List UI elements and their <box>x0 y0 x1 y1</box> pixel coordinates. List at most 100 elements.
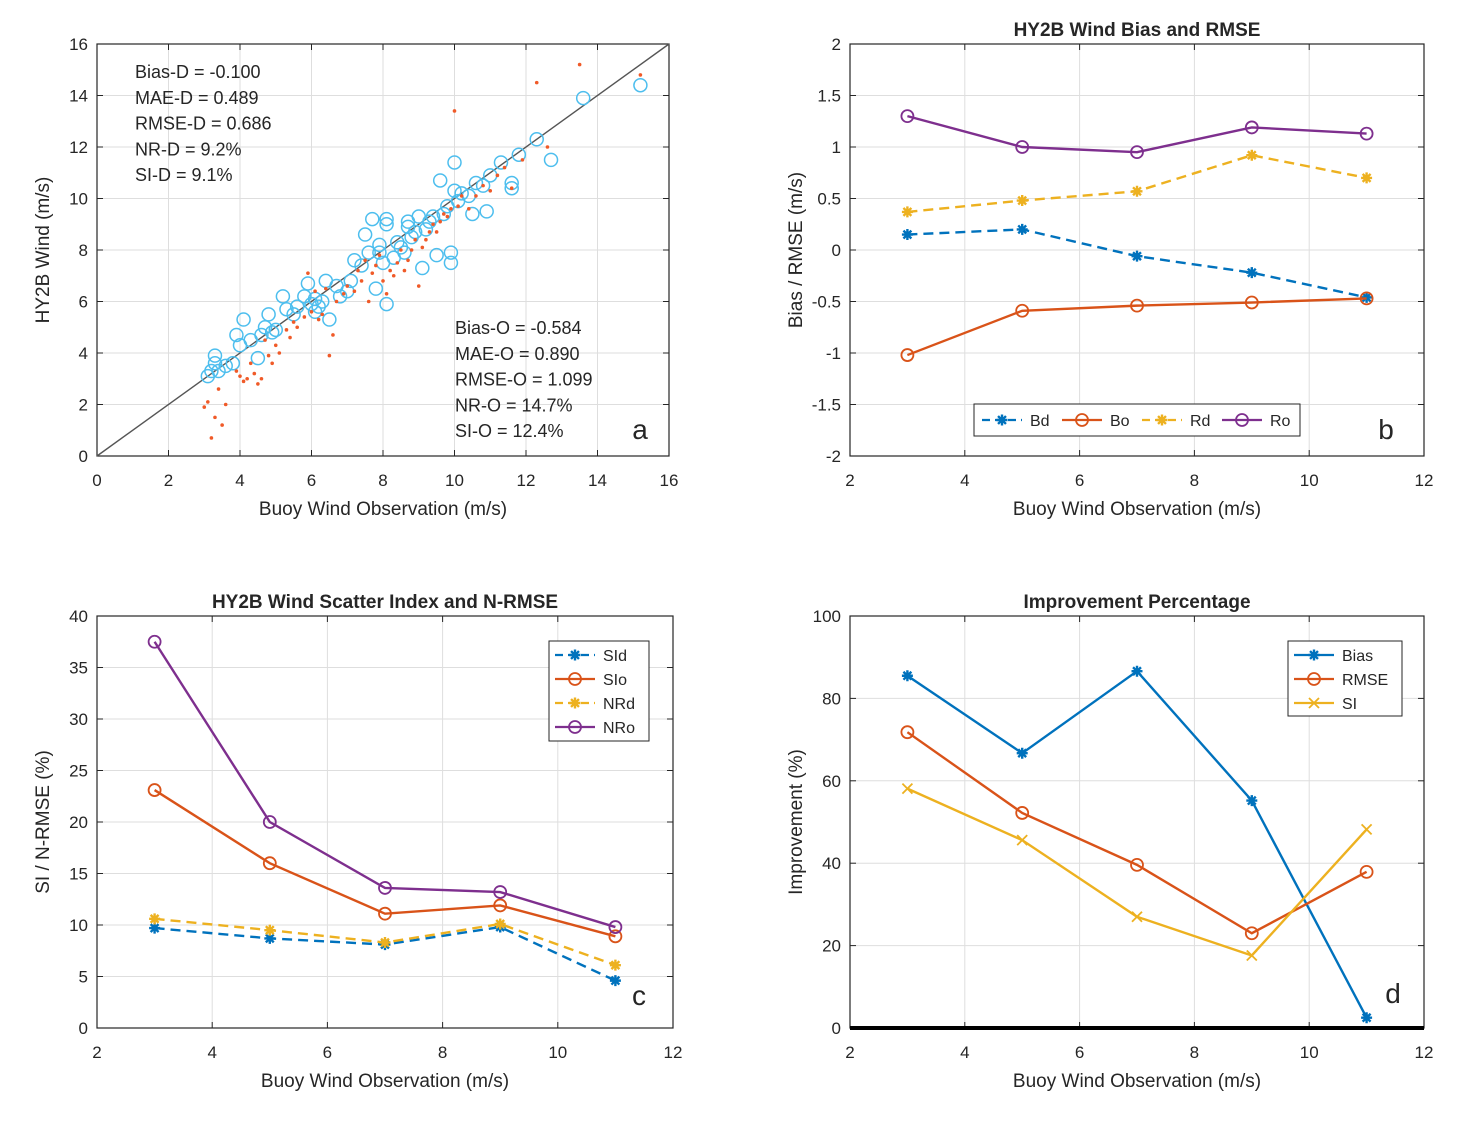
scatter-point <box>332 289 348 304</box>
legend-marker <box>1308 697 1320 709</box>
scatter-point <box>434 230 439 234</box>
scatter-point <box>204 363 219 379</box>
x-tick-label: 2 <box>845 1043 854 1062</box>
scatter-point <box>474 194 478 198</box>
scatter-point <box>366 299 371 304</box>
stat-annotation: SI-O = 12.4% <box>455 421 564 441</box>
y-tick-label: 16 <box>69 35 88 54</box>
stat-annotation: NR-O = 14.7% <box>455 395 573 415</box>
scatter-point <box>467 207 471 211</box>
legend-label: SIo <box>603 672 627 689</box>
panel-b: 2 4 6 8 10 12 -2 -1.5 -1 -0.5 0 0.5 1 1.5 2 Buoy Wind O… <box>786 20 1433 520</box>
scatter-point <box>452 109 457 113</box>
scatter-point <box>447 183 462 199</box>
scatter-point <box>397 245 412 260</box>
scatter-point <box>436 206 452 222</box>
scatter-point <box>504 180 519 196</box>
scatter-point <box>322 312 337 327</box>
data-point <box>1359 291 1374 306</box>
stat-annotation: MAE-O = 0.890 <box>455 344 580 364</box>
legend-label: Ro <box>1270 413 1291 430</box>
data-point <box>901 206 913 218</box>
data-point <box>1016 747 1028 759</box>
data-point <box>379 937 391 949</box>
data-point <box>608 929 623 944</box>
data-point <box>900 109 915 123</box>
legend-item: NRd <box>555 696 635 713</box>
y-tick-label: 5 <box>79 968 88 987</box>
scatter-point <box>418 222 434 237</box>
data-point <box>147 634 162 649</box>
y-tick-label: 0 <box>79 447 88 466</box>
legend-marker <box>1307 672 1321 686</box>
scatter-point <box>254 327 269 343</box>
scatter-point <box>273 343 278 348</box>
legend-item: Ro <box>1222 413 1291 430</box>
y-axis-label: HY2B Wind (m/s) <box>33 177 54 324</box>
data-point <box>1246 267 1258 279</box>
scatter-point <box>236 312 251 327</box>
scatter-point <box>225 356 241 371</box>
y-tick-label: 0 <box>79 1019 88 1038</box>
x-tick-label: 8 <box>378 471 387 490</box>
series-line <box>153 789 616 938</box>
scatter-point <box>361 245 376 260</box>
scatter-point <box>402 268 407 273</box>
legend-marker <box>569 697 581 709</box>
x-tick-label: 6 <box>1075 471 1084 490</box>
y-tick-label: 2 <box>79 396 88 415</box>
y-tick-label: -1 <box>826 344 841 363</box>
y-axis-label: Improvement (%) <box>786 749 807 895</box>
y-tick-label: 100 <box>813 607 841 626</box>
data-point <box>901 782 914 795</box>
legend-label: Bd <box>1030 413 1050 430</box>
scatter-point <box>327 353 332 358</box>
data-point <box>1016 834 1028 846</box>
legend-label: SId <box>603 648 627 665</box>
panel-letter: d <box>1385 978 1401 1009</box>
scatter-point <box>209 436 214 440</box>
series-line <box>906 297 1367 357</box>
legend-item: Bd <box>982 413 1050 430</box>
scatter-point <box>379 211 394 227</box>
legend-marker <box>569 649 581 661</box>
legend-label: NRd <box>603 696 635 713</box>
scatter-point <box>495 173 500 178</box>
scatter-point <box>511 147 527 162</box>
y-tick-label: 6 <box>79 293 88 312</box>
scatter-point <box>306 271 310 275</box>
scatter-point <box>250 350 266 366</box>
y-tick-label: 1 <box>832 138 841 157</box>
data-point <box>608 920 623 934</box>
data-point <box>1131 665 1143 677</box>
scatter-point <box>220 423 224 427</box>
scatter-point <box>309 310 314 314</box>
stat-annotation: RMSE-O = 1.099 <box>455 370 593 390</box>
scatter-point <box>443 245 459 260</box>
data-point <box>1359 864 1374 879</box>
stat-annotation: RMSE-D = 0.686 <box>135 114 272 134</box>
scatter-point <box>206 400 210 404</box>
x-tick-label: 4 <box>235 471 244 490</box>
scatter-point <box>357 227 373 242</box>
scatter-point <box>633 77 648 93</box>
data-point <box>901 670 913 682</box>
scatter-point <box>359 279 364 283</box>
series-bias <box>901 665 1373 1024</box>
stat-annotation: MAE-D = 0.489 <box>135 88 259 108</box>
scatter-point <box>381 279 385 283</box>
scatter-series-hy2b-o <box>202 62 643 440</box>
panel-d: 2 4 6 8 10 12 0 20 40 60 80 100 Buoy Wind Observatio… <box>786 592 1433 1092</box>
data-point <box>1130 298 1144 313</box>
legend-marker <box>1156 414 1168 426</box>
y-tick-label: 4 <box>79 344 88 363</box>
scatter-point <box>370 271 375 275</box>
scatter-point <box>520 158 525 162</box>
scatter-point <box>259 376 264 381</box>
x-tick-label: 6 <box>1075 1043 1084 1062</box>
data-point <box>262 856 277 871</box>
legend-marker <box>568 720 582 734</box>
data-point <box>1244 120 1259 135</box>
x-tick-label: 8 <box>1190 1043 1199 1062</box>
panel-c: 2 4 6 8 10 12 0 5 10 15 20 25 30 35 40 Buoy Wind Observ… <box>33 592 682 1092</box>
